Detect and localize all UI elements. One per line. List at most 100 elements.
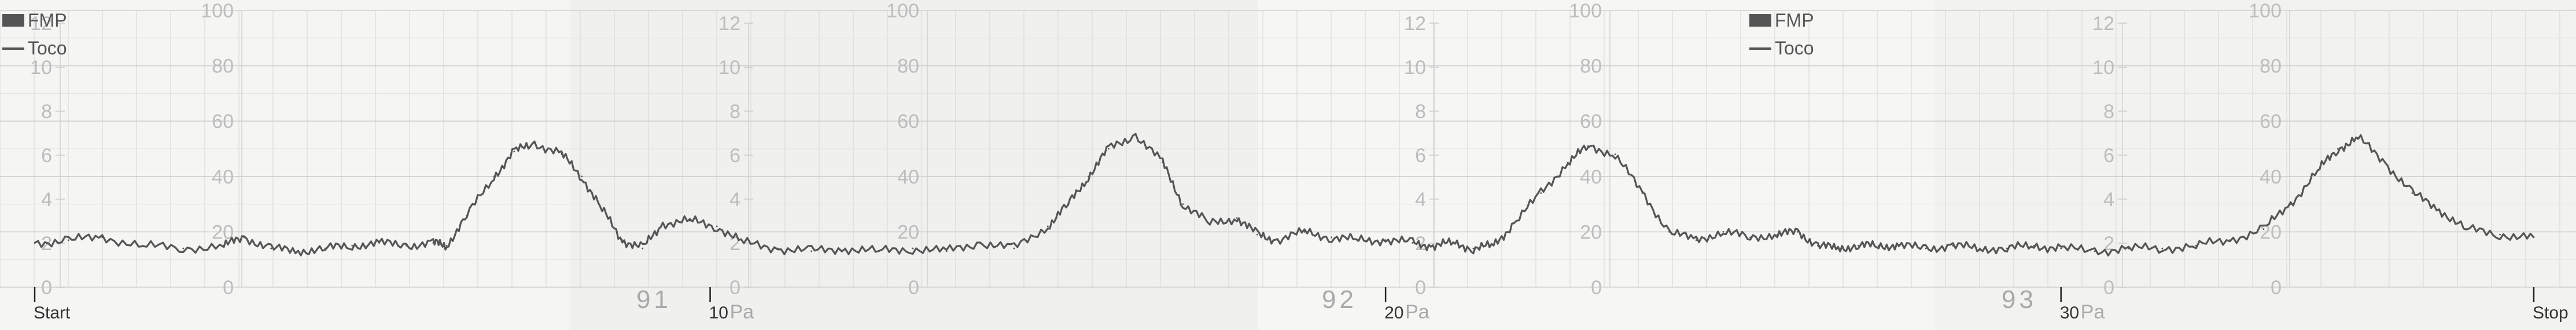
fmp-tick-label: 2 — [41, 233, 52, 255]
toco-tick-label: 100 — [201, 0, 234, 22]
x-tick-label: 30 — [2060, 303, 2079, 322]
data-point-toco — [297, 250, 299, 252]
data-point-toco — [2384, 162, 2386, 164]
data-point-toco — [1540, 192, 1542, 194]
toco-tick-label: 20 — [897, 221, 919, 243]
data-point-toco — [2128, 247, 2129, 250]
fmp-tick-label: 8 — [729, 101, 740, 123]
data-point-toco — [2411, 192, 2413, 194]
data-point-toco — [2316, 170, 2319, 172]
data-point-toco — [1303, 231, 1306, 233]
data-point-toco — [1452, 242, 1454, 244]
data-point-toco — [912, 247, 914, 250]
data-point-toco — [1182, 203, 1184, 205]
toco-tick-label: 40 — [212, 166, 234, 188]
fmp-tick-label: 0 — [2103, 277, 2114, 299]
data-point-toco — [2229, 239, 2231, 241]
toco-tick-label: 60 — [2260, 111, 2282, 133]
data-point-toco — [776, 247, 779, 250]
y-axis-scales: 0204060801000204060801000204060801000204… — [30, 0, 2290, 299]
data-point-toco — [270, 247, 272, 250]
data-point-toco — [1358, 239, 1359, 241]
toco-tick-label: 0 — [2271, 277, 2282, 299]
data-point-toco — [2262, 228, 2265, 230]
data-point-toco — [101, 236, 104, 239]
data-point-toco — [1432, 244, 1434, 247]
data-point-toco — [716, 225, 718, 228]
toco-tick-label: 20 — [1580, 221, 1602, 243]
legend-label: Toco — [28, 38, 67, 58]
data-point-toco — [1331, 236, 1333, 239]
x-axis-ticks: Start 10 Pa 20 Pa 30 Pa Stop — [34, 287, 2568, 323]
toco-tick-label: 60 — [212, 111, 234, 133]
data-point-toco — [1816, 244, 1819, 247]
fmp-tick-label: 0 — [1415, 277, 1426, 299]
data-point-toco — [1513, 222, 1515, 225]
data-point-toco — [378, 242, 380, 244]
data-point-toco — [1472, 247, 1475, 250]
data-point-toco — [1088, 175, 1089, 178]
data-point-toco — [1013, 247, 1015, 250]
fmp-tick-label: 10 — [2092, 57, 2114, 79]
data-point-toco — [34, 242, 36, 244]
data-point-toco — [878, 250, 880, 252]
fmp-tick-label: 0 — [41, 277, 52, 299]
data-point-toco — [2060, 247, 2062, 250]
data-point-toco — [1276, 239, 1278, 241]
fmp-tick-label: 12 — [2092, 13, 2114, 35]
page-numbers: 91 92 93 — [636, 285, 2033, 314]
toco-tick-label: 80 — [897, 56, 919, 78]
data-point-toco — [689, 219, 691, 222]
fmp-tick-label: 10 — [718, 57, 740, 79]
data-point-toco — [743, 242, 745, 244]
data-point-toco — [466, 214, 468, 217]
data-point-toco — [2290, 203, 2292, 205]
data-point-toco — [223, 244, 225, 247]
fmp-tick-label: 8 — [2103, 101, 2114, 123]
chart-grid — [0, 10, 2576, 288]
toco-tick-label: 100 — [886, 0, 919, 22]
data-point-toco — [2438, 208, 2440, 211]
data-point-toco — [405, 244, 407, 247]
data-point-toco — [1256, 233, 1258, 236]
page-number: 92 — [1322, 285, 1357, 314]
x-tick-label: 10 — [709, 303, 728, 322]
fmp-tick-label: 6 — [41, 145, 52, 167]
data-point-toco — [182, 247, 185, 250]
data-point-toco — [513, 151, 515, 153]
toco-tick-label: 60 — [1580, 111, 1602, 133]
fmp-tick-label: 10 — [1404, 57, 1426, 79]
fmp-tick-label: 4 — [729, 189, 740, 211]
data-point-toco — [1641, 192, 1643, 194]
data-point-toco — [1384, 239, 1387, 241]
data-point-toco — [979, 242, 981, 244]
legend-swatch-box — [2, 14, 24, 27]
data-point-toco — [2533, 236, 2535, 239]
legends: FMP Toco FMP Toco — [2, 10, 1814, 58]
data-point-toco — [1236, 217, 1238, 219]
data-point-toco — [561, 153, 563, 155]
data-point-toco — [1587, 145, 1589, 147]
data-point-toco — [533, 142, 536, 144]
data-point-toco — [1796, 231, 1799, 233]
data-point-toco — [601, 208, 603, 211]
data-point-toco — [1898, 244, 1900, 247]
toco-tick-label: 60 — [897, 111, 919, 133]
legend-swatch-box — [1749, 14, 1771, 27]
page-number: 91 — [636, 285, 672, 314]
toco-tick-label: 40 — [1580, 166, 1602, 188]
data-point-toco — [1162, 162, 1164, 164]
data-point-toco — [493, 175, 495, 178]
data-point-toco — [243, 236, 245, 239]
fmp-tick-label: 12 — [30, 13, 52, 35]
data-point-toco — [1209, 222, 1211, 225]
data-point-toco — [2195, 244, 2197, 247]
fmp-tick-label: 10 — [30, 57, 52, 79]
legend: FMP Toco — [1749, 10, 1814, 58]
toco-tick-label: 0 — [1591, 277, 1602, 299]
data-point-toco — [1722, 231, 1724, 233]
toco-tick-label: 80 — [212, 56, 234, 78]
data-point-toco — [67, 239, 69, 241]
data-point-toco — [1837, 247, 1839, 250]
unit-label: Pa — [730, 301, 754, 323]
